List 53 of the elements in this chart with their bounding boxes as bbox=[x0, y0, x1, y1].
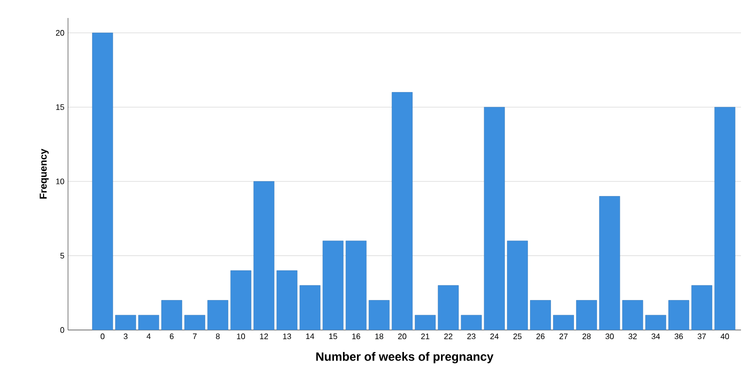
x-tick-label: 34 bbox=[652, 334, 660, 340]
y-tick-label: 10 bbox=[56, 178, 64, 184]
y-tick-label: 5 bbox=[60, 252, 64, 258]
bar bbox=[530, 300, 551, 330]
bar bbox=[346, 240, 366, 330]
y-tick-label: 20 bbox=[56, 30, 64, 36]
bar bbox=[599, 196, 620, 330]
x-axis-title: Number of weeks of pregnancy bbox=[316, 352, 494, 364]
x-tick-label: 18 bbox=[375, 334, 384, 340]
x-tick-label: 0 bbox=[100, 334, 104, 340]
y-axis-title: Frequency bbox=[40, 148, 49, 199]
x-tick-label: 26 bbox=[536, 334, 545, 340]
bar bbox=[92, 32, 113, 330]
x-tick-label: 30 bbox=[605, 334, 614, 340]
x-tick-label: 36 bbox=[674, 334, 683, 340]
x-tick-label: 15 bbox=[329, 334, 338, 340]
x-tick-label: 37 bbox=[698, 334, 706, 340]
bar bbox=[507, 240, 528, 330]
x-tick-label: 8 bbox=[216, 334, 220, 340]
x-tick-label: 40 bbox=[720, 334, 729, 340]
x-tick-label: 27 bbox=[559, 334, 568, 340]
bar bbox=[300, 285, 320, 330]
x-tick-label: 28 bbox=[582, 334, 591, 340]
bar bbox=[322, 240, 344, 330]
bar bbox=[622, 300, 644, 330]
x-tick-label: 3 bbox=[124, 334, 128, 340]
bar bbox=[576, 300, 597, 330]
x-tick-label: 14 bbox=[306, 334, 314, 340]
y-tick-label: 0 bbox=[60, 327, 64, 333]
x-tick-label: 22 bbox=[444, 334, 452, 340]
x-tick-label: 21 bbox=[421, 334, 430, 340]
x-tick-label: 4 bbox=[146, 334, 151, 340]
bar bbox=[230, 270, 252, 330]
x-tick-label: 16 bbox=[352, 334, 360, 340]
bar bbox=[553, 314, 574, 330]
bar bbox=[484, 106, 505, 330]
x-tick-label: 24 bbox=[490, 334, 499, 340]
x-tick-label: 12 bbox=[260, 334, 268, 340]
bar bbox=[368, 300, 390, 330]
bar bbox=[460, 314, 482, 330]
bar bbox=[115, 314, 136, 330]
bar bbox=[276, 270, 298, 330]
y-tick-label: 15 bbox=[56, 104, 64, 110]
bar bbox=[714, 106, 736, 330]
x-tick-label: 20 bbox=[398, 334, 406, 340]
x-tick-label: 23 bbox=[467, 334, 476, 340]
x-tick-label: 32 bbox=[628, 334, 637, 340]
x-tick-label: 6 bbox=[170, 334, 174, 340]
x-tick-label: 7 bbox=[192, 334, 197, 340]
x-tick-label: 25 bbox=[513, 334, 522, 340]
x-tick-label: 10 bbox=[237, 334, 246, 340]
x-tick-label: 13 bbox=[283, 334, 292, 340]
bar bbox=[254, 181, 274, 330]
